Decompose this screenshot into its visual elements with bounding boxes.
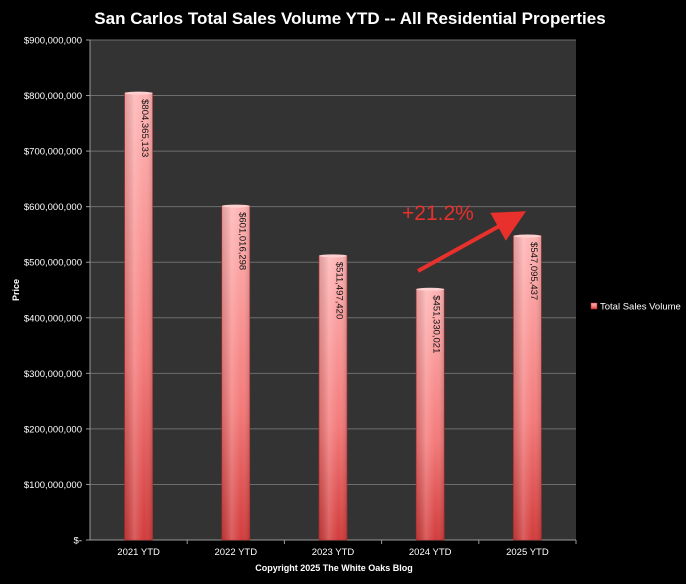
bar-top-cap bbox=[124, 91, 153, 95]
x-tick-label: 2022 YTD bbox=[214, 547, 257, 558]
bar-highlight bbox=[221, 206, 250, 540]
x-tick-label: 2023 YTD bbox=[312, 547, 355, 558]
bars: $804,365,133 $601,016,298 $511,497,420 $451… bbox=[124, 91, 542, 541]
y-tick-label: $600,000,000 bbox=[24, 202, 82, 213]
annotation: +21.2% bbox=[402, 202, 527, 273]
x-axis: 2021 YTD 2022 YTD 2023 YTD 2024 YTD 2025 YTD bbox=[117, 540, 577, 558]
y-axis: $- $100,000,000 $200,000,000 $300,000,000 $4… bbox=[24, 36, 90, 547]
legend-swatch bbox=[590, 302, 598, 310]
y-tick-label: $400,000,000 bbox=[24, 313, 82, 324]
y-tick-label: $800,000,000 bbox=[24, 91, 82, 102]
bar-highlight bbox=[124, 93, 153, 540]
annotation-label: +21.2% bbox=[402, 202, 474, 225]
legend-label: Total Sales Volume bbox=[600, 302, 681, 313]
data-label: $511,497,420 bbox=[334, 262, 345, 319]
bar-top-cap bbox=[513, 234, 542, 238]
y-tick-label: $900,000,000 bbox=[24, 36, 82, 47]
annotation-arrow bbox=[417, 211, 527, 273]
y-tick-label: $700,000,000 bbox=[24, 147, 82, 158]
chart-title: San Carlos Total Sales Volume YTD -- All… bbox=[94, 9, 605, 28]
copyright-footer: Copyright 2025 The White Oaks Blog bbox=[255, 563, 413, 573]
x-tick-label: 2021 YTD bbox=[117, 547, 160, 558]
bar-highlight bbox=[513, 236, 542, 540]
y-axis-label: Price bbox=[11, 279, 21, 301]
y-tick-label: $200,000,000 bbox=[24, 424, 82, 435]
bar-top-cap bbox=[319, 254, 347, 258]
data-label: $547,095,437 bbox=[528, 242, 539, 300]
bar-highlight bbox=[416, 289, 445, 540]
x-tick-label: 2025 YTD bbox=[506, 547, 549, 558]
y-tick-label: $300,000,000 bbox=[24, 369, 82, 380]
data-label: $804,365,133 bbox=[139, 99, 150, 157]
bar-highlight bbox=[319, 255, 347, 540]
bar-top-cap bbox=[221, 204, 250, 208]
data-label: $451,330,021 bbox=[431, 295, 442, 353]
legend: Total Sales Volume bbox=[590, 302, 681, 313]
x-tick-label: 2024 YTD bbox=[409, 547, 452, 558]
y-tick-label: $100,000,000 bbox=[24, 480, 82, 491]
y-tick-label: $500,000,000 bbox=[24, 258, 82, 269]
bar-top-cap bbox=[416, 287, 445, 291]
data-label: $601,016,298 bbox=[236, 212, 247, 270]
y-tick-label: $- bbox=[74, 536, 82, 547]
